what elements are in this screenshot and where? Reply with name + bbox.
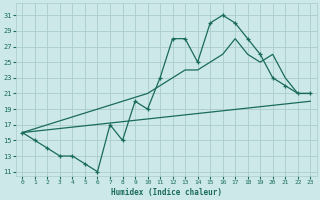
X-axis label: Humidex (Indice chaleur): Humidex (Indice chaleur) bbox=[111, 188, 222, 197]
